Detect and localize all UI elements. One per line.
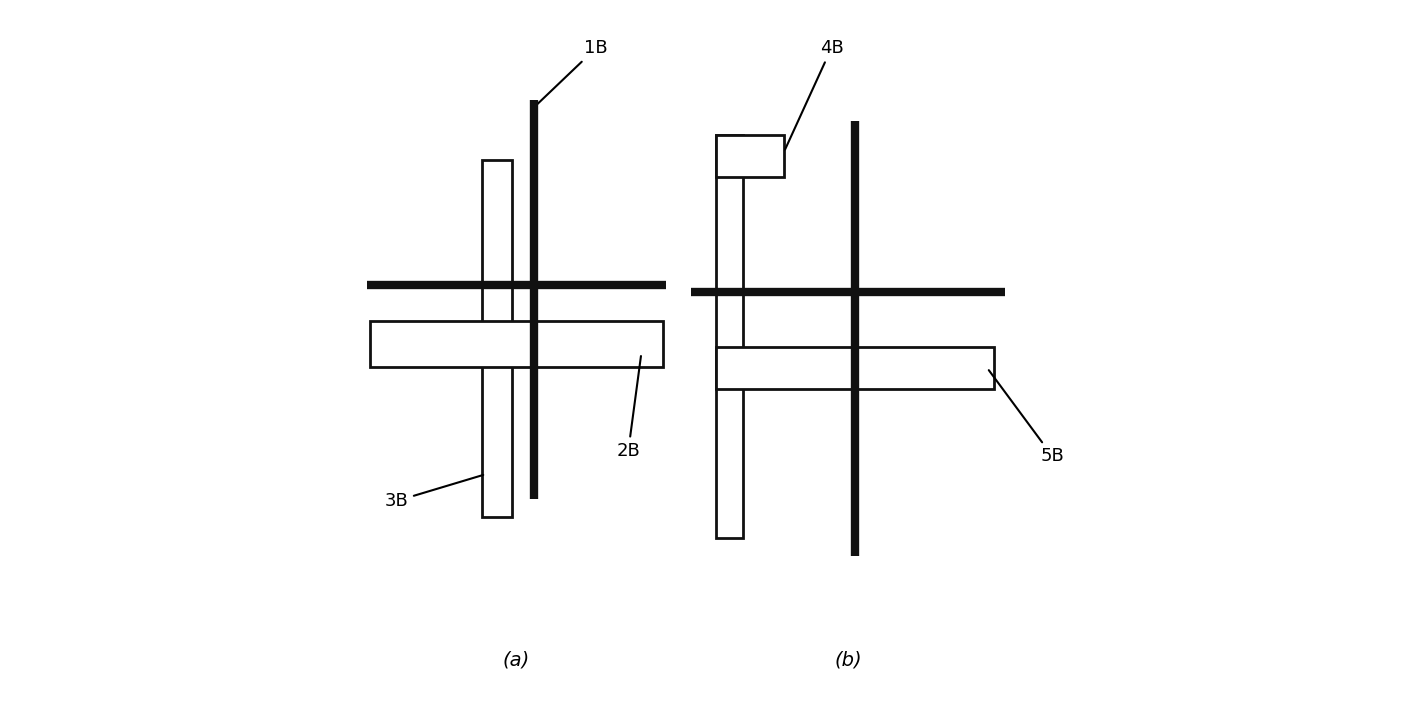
Bar xyxy=(371,321,663,367)
Text: 5B: 5B xyxy=(989,370,1064,466)
Text: 2B: 2B xyxy=(617,356,641,460)
Text: 3B: 3B xyxy=(385,475,483,510)
Bar xyxy=(483,160,512,517)
Text: (b): (b) xyxy=(834,650,862,669)
Bar xyxy=(717,135,785,177)
Text: 1B: 1B xyxy=(536,39,608,105)
Text: 4B: 4B xyxy=(785,39,844,150)
Bar xyxy=(717,135,744,538)
Bar xyxy=(717,347,995,389)
Text: (a): (a) xyxy=(502,650,531,669)
